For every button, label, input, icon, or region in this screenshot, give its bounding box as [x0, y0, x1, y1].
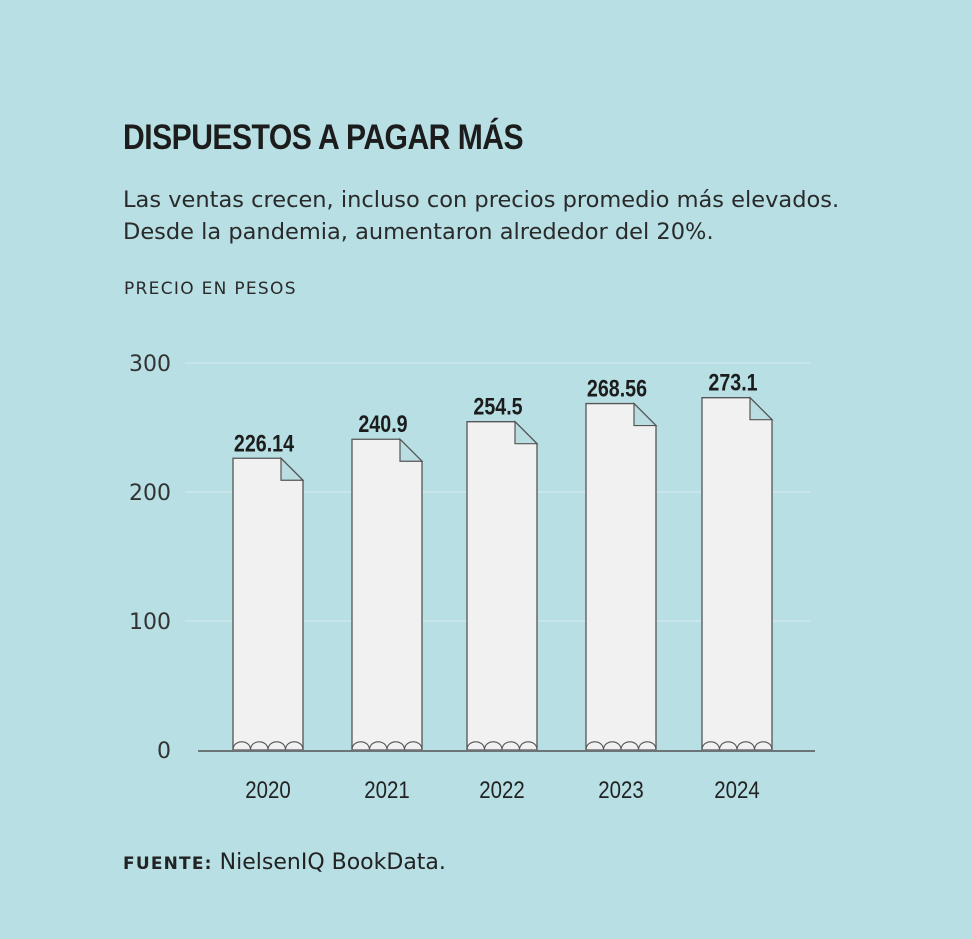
chart-subtitle: Las ventas crecen, incluso con precios p… [123, 184, 923, 248]
bar-scallops [232, 741, 304, 751]
source-label: FUENTE: [123, 854, 213, 874]
subtitle-line-1: Las ventas crecen, incluso con precios p… [123, 187, 840, 213]
bar [701, 397, 773, 751]
bar [585, 402, 657, 751]
source-text: NielsenIQ BookData. [219, 850, 446, 875]
x-tick-label: 2022 [479, 776, 524, 803]
bar-corner-fold [280, 456, 305, 481]
bar-scallops [351, 741, 423, 751]
data-label: 254.5 [473, 393, 522, 420]
data-label: 226.14 [234, 429, 295, 456]
bar-corner-fold [749, 396, 774, 421]
bar-scallops [701, 741, 773, 751]
chart-title: DISPUESTOS A PAGAR MÁS [123, 118, 524, 157]
data-label: 240.9 [358, 410, 407, 437]
bar-corner-fold [399, 437, 424, 462]
data-label: 273.1 [708, 369, 757, 396]
x-tick-label: 2021 [364, 776, 409, 803]
y-axis-label: PRECIO EN PESOS [124, 279, 297, 299]
bar [466, 421, 538, 751]
bar [351, 438, 423, 751]
bar-corner-fold [514, 420, 539, 445]
source-note: FUENTE: NielsenIQ BookData. [123, 850, 446, 875]
x-tick-label: 2023 [598, 776, 643, 803]
subtitle-line-2: Desde la pandemia, aumentaron alrededor … [123, 219, 714, 245]
data-label: 268.56 [587, 375, 647, 402]
y-tick-label: 200 [129, 481, 171, 506]
x-tick-label: 2024 [714, 776, 759, 803]
y-tick-label: 100 [129, 610, 171, 635]
bar-corner-fold [633, 402, 658, 427]
x-tick-label: 2020 [245, 776, 290, 803]
bar-scallops [466, 741, 538, 751]
bar [232, 457, 304, 751]
bar-scallops [585, 741, 657, 751]
y-tick-label: 300 [129, 352, 171, 377]
y-tick-label: 0 [157, 739, 171, 764]
